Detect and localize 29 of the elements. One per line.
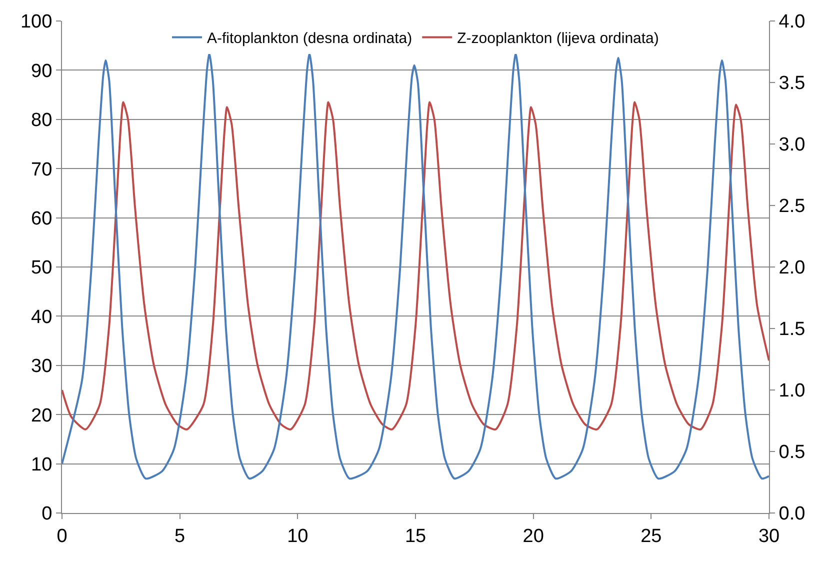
y2-tick-label: 0.0 [778, 504, 806, 525]
y-tick-label: 70 [31, 159, 52, 180]
x-tick-label: 30 [758, 526, 780, 547]
y-tick-label: 90 [31, 60, 52, 82]
y2-tick-label: 4.0 [778, 12, 806, 33]
y2-tick-label: 1.0 [778, 380, 806, 402]
y2-tick-label: 2.0 [778, 258, 806, 279]
x-tick-label: 10 [287, 526, 308, 547]
y-tick-label: 60 [31, 208, 52, 230]
y-tick-label: 20 [31, 405, 52, 426]
y2-tick-label: 0.5 [778, 442, 806, 464]
y-tick-label: 30 [31, 356, 52, 378]
x-tick-label: 25 [640, 526, 662, 547]
y-tick-label: 0 [42, 504, 52, 525]
x-tick-label: 5 [174, 526, 186, 547]
x-tick-label: 20 [522, 526, 544, 547]
y-tick-label: 10 [31, 454, 52, 476]
y2-tick-label: 3.0 [778, 134, 806, 156]
x-tick-label: 0 [56, 526, 68, 547]
y2-tick-label: 1.5 [778, 319, 806, 340]
y-tick-label: 50 [31, 258, 52, 279]
legend-label: A-fitoplankton (desna ordinata) [207, 30, 412, 48]
legend-label: Z-zooplankton (lijeva ordinata) [457, 30, 659, 48]
y-tick-label: 100 [20, 12, 52, 33]
y2-tick-label: 3.5 [778, 73, 806, 94]
y2-tick-label: 2.5 [778, 196, 806, 218]
y-tick-label: 80 [31, 110, 52, 132]
x-tick-label: 15 [404, 526, 426, 547]
y-tick-label: 40 [31, 306, 52, 328]
